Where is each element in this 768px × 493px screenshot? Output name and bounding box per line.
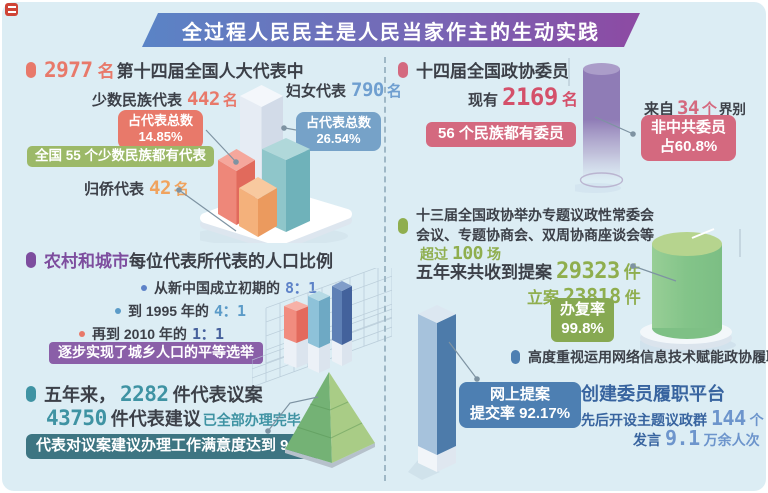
cppcc-sectors-line: 来自 34 个 界别 xyxy=(644,97,746,119)
overseas-line: 归侨代表 42 名 xyxy=(84,177,189,199)
bullet-icon xyxy=(511,350,520,364)
bullet-icon xyxy=(26,386,36,402)
ethnic56-badge: 56 个民族都有委员 xyxy=(426,122,576,147)
satisfaction-badge: 代表对议案建议办理工作满意度达到 98% xyxy=(26,434,321,459)
ratio-item: 再到 2010 年的 1：1 xyxy=(79,323,224,344)
noncpc-badge: 非中共委员 占60.8% xyxy=(641,115,737,161)
proposals-over-line: 超过 100 场 xyxy=(420,243,502,264)
online-talk-line: 发言 9.1 万余人次 xyxy=(633,426,760,450)
purple-cylinder-graphic xyxy=(575,63,624,193)
motions-line1: 五年来， 2282 件代表议案 xyxy=(26,381,263,407)
blue-column-graphic xyxy=(408,305,456,480)
minority-line: 少数民族代表 442 名 xyxy=(92,88,238,110)
proposals-received-line: 五年来共收到提案 29323 件 xyxy=(416,259,641,284)
bullet-icon xyxy=(26,251,36,268)
page-title: 全过程人民民主是人民当家作主的生动实践 xyxy=(182,21,600,44)
cppcc-current-line: 现有 2169 名 xyxy=(468,83,578,111)
cppcc-section-header: 十四届全国政协委员 xyxy=(398,57,569,82)
decorative-line xyxy=(568,58,570,86)
minority-share-badge: 占代表总数 14.85% xyxy=(118,110,204,149)
women-share-badge: 占代表总数 26.54% xyxy=(296,112,382,151)
column-divider xyxy=(384,57,386,481)
bullet-icon xyxy=(26,61,36,78)
bullet-icon xyxy=(398,61,408,78)
reply-rate-badge: 办复率 99.8% xyxy=(551,298,615,342)
npc-total-unit: 名 xyxy=(97,62,115,81)
platform-title: 创建委员履职平台 xyxy=(581,384,725,404)
dot-icon xyxy=(115,307,121,314)
proposals-section-header: 十三届全国政协举办专题议政性常委会 会议、专题协商会、双周协商座谈会等 xyxy=(398,205,654,246)
ethnic-coverage-badge: 全国 55 个少数民族都有代表 xyxy=(27,146,215,167)
title-banner: 全过程人民民主是人民当家作主的生动实践 xyxy=(142,13,640,47)
npc-header-text: 第十四届全国人大代表中 xyxy=(116,62,304,81)
npc-bars-chart xyxy=(200,85,352,243)
npc-total: 2977 xyxy=(44,58,93,82)
ratio-bars-chart xyxy=(252,268,392,390)
online-proposal-badge: 网上提案 提交率 92.17% xyxy=(459,382,582,428)
menu-bar xyxy=(7,11,16,13)
menu-bar xyxy=(7,6,16,8)
online-section-header: 高度重视运用网络信息技术赋能政协履职 xyxy=(511,347,768,367)
online-groups-line: 先后开设主题议政群 144 个 xyxy=(581,406,764,430)
pyramid-graphic xyxy=(285,372,375,468)
women-line: 妇女代表 790 名 xyxy=(286,79,402,101)
ratio-item: 到 1995 年的 4：1 xyxy=(115,300,246,321)
ratio-section-header: 农村和城市 每位代表所代表的人口比例 xyxy=(26,247,333,272)
decorative-line xyxy=(739,229,741,257)
motions-line2: 43750 件代表建议 已全部办理完毕 xyxy=(46,406,301,430)
corner-menu-icon[interactable] xyxy=(5,3,18,16)
bullet-icon xyxy=(398,218,408,235)
dot-icon xyxy=(141,284,147,291)
dot-icon xyxy=(79,330,85,337)
npc-section-header: 2977 名 第十四届全国人大代表中 xyxy=(26,57,304,82)
equal-election-badge: 逐步实现了城乡人口的平等选举 xyxy=(49,342,263,364)
green-cylinder-graphic xyxy=(640,228,736,353)
